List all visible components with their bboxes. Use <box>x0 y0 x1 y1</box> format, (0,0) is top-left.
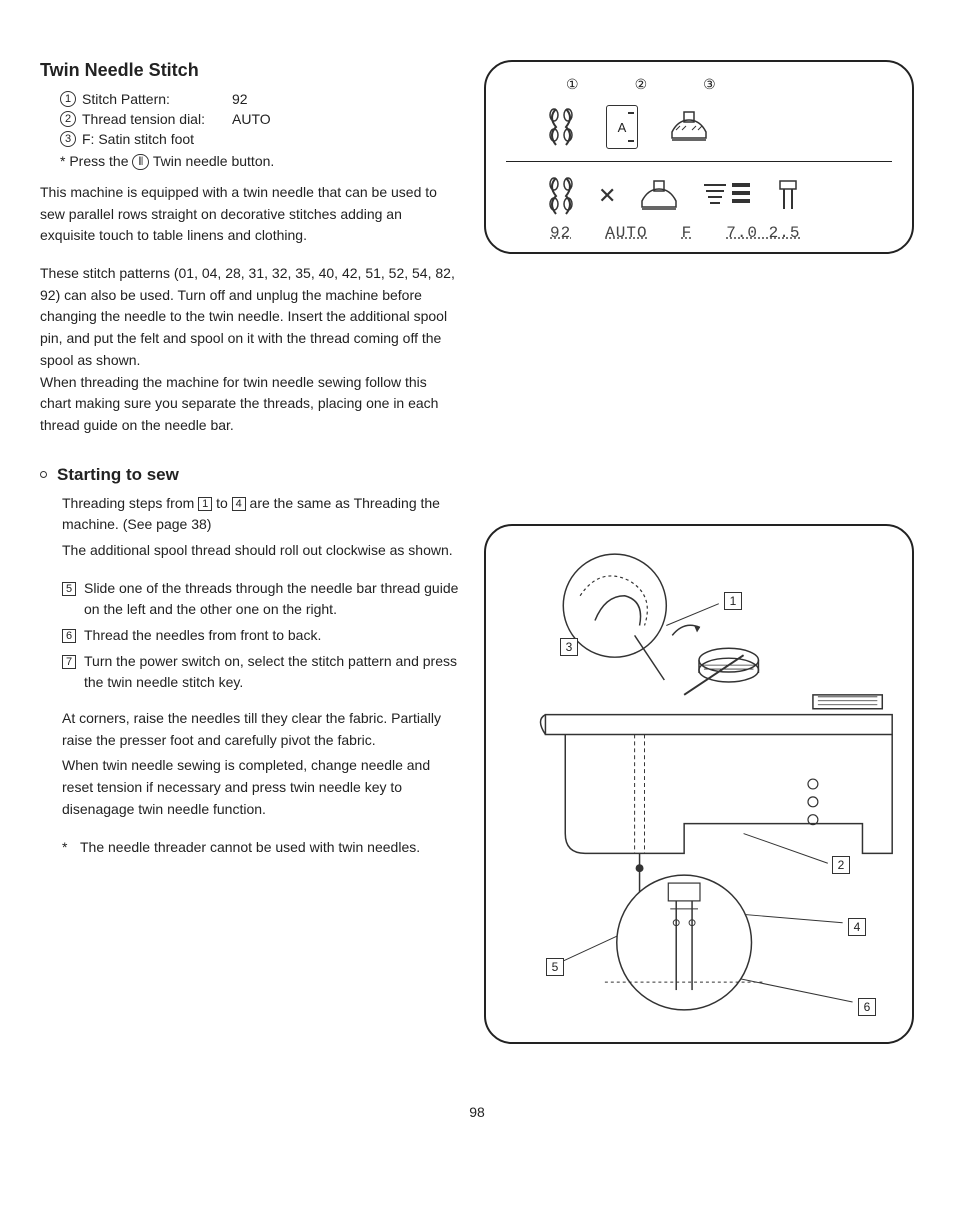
step-row: 6 Thread the needles from front to back. <box>62 625 460 647</box>
lcd-panel: ① ② ③ <box>484 60 914 254</box>
width-length-bars-icon <box>702 179 756 213</box>
paragraph-3: When threading the machine for twin need… <box>40 372 460 437</box>
box-4: 4 <box>232 497 246 511</box>
press-note: * Press the ⦀ Twin needle button. <box>40 153 460 170</box>
tension-dial-icon: A <box>606 105 638 149</box>
panel-header-3: ③ <box>703 76 716 93</box>
press-note-pre: * Press the <box>60 153 128 169</box>
text: Threading steps from <box>62 495 194 511</box>
step-text: Slide one of the threads through the nee… <box>84 578 460 621</box>
asterisk-icon: * <box>62 837 80 859</box>
callout-4: 4 <box>848 918 866 936</box>
auto-dial-label: A <box>618 120 627 135</box>
paragraph-2: These stitch patterns (01, 04, 28, 31, 3… <box>40 263 460 371</box>
callout-1: 1 <box>724 592 742 610</box>
subhead-starting: Starting to sew <box>57 465 179 485</box>
panel-val-foot: F <box>682 224 693 242</box>
box-1: 1 <box>198 497 212 511</box>
stitch-pattern-icon <box>546 107 576 147</box>
threading-intro: Threading steps from 1 to 4 are the same… <box>62 493 460 536</box>
circled-2: 2 <box>60 111 76 127</box>
setting-label: Stitch Pattern: <box>82 91 232 107</box>
bullet-open-circle-icon <box>40 471 47 478</box>
step-box-5: 5 <box>62 582 76 596</box>
presser-foot-icon <box>638 179 680 213</box>
panel-val-widthlen: 7.0 2.5 <box>726 224 800 242</box>
footnote: * The needle threader cannot be used wit… <box>62 837 460 859</box>
panel-header-1: ① <box>566 76 579 93</box>
twin-needle-button-icon: ⦀ <box>132 154 149 170</box>
circled-1: 1 <box>60 91 76 107</box>
callout-3: 3 <box>560 638 578 656</box>
paragraph-1: This machine is equipped with a twin nee… <box>40 182 460 247</box>
step-row: 7 Turn the power switch on, select the s… <box>62 651 460 694</box>
panel-val-stitch: 92 <box>550 224 571 242</box>
step-text: Turn the power switch on, select the sti… <box>84 651 460 694</box>
setting-row: 1 Stitch Pattern: 92 <box>60 91 460 107</box>
circled-3: 3 <box>60 131 76 147</box>
step-text: Thread the needles from front to back. <box>84 625 460 647</box>
step-box-6: 6 <box>62 629 76 643</box>
setting-row: 2 Thread tension dial: AUTO <box>60 111 460 127</box>
settings-list: 1 Stitch Pattern: 92 2 Thread tension di… <box>40 91 460 147</box>
panel-val-tension: AUTO <box>605 224 647 242</box>
press-note-post: Twin needle button. <box>153 153 274 169</box>
setting-row: 3 F: Satin stitch foot <box>60 131 460 147</box>
callout-6: 6 <box>858 998 876 1016</box>
step-row: 5 Slide one of the threads through the n… <box>62 578 460 621</box>
page-number: 98 <box>40 1104 914 1120</box>
setting-value: 92 <box>232 91 248 107</box>
setting-value: AUTO <box>232 111 271 127</box>
footnote-text: The needle threader cannot be used with … <box>80 837 420 859</box>
step-box-7: 7 <box>62 655 76 669</box>
text: to <box>216 495 228 511</box>
stitch-pattern-icon <box>546 176 576 216</box>
paragraph-4: At corners, raise the needles till they … <box>62 708 460 751</box>
paragraph-5: When twin needle sewing is completed, ch… <box>62 755 460 820</box>
panel-header-2: ② <box>635 76 648 93</box>
callout-5: 5 <box>546 958 564 976</box>
machine-diagram: 1 3 2 4 5 6 <box>484 524 914 1044</box>
setting-label: F: Satin stitch foot <box>82 131 194 147</box>
threading-intro-2: The additional spool thread should roll … <box>62 540 460 562</box>
presser-foot-icon <box>668 110 710 144</box>
twin-needle-icon <box>778 179 798 213</box>
setting-label: Thread tension dial: <box>82 111 232 127</box>
page-title: Twin Needle Stitch <box>40 60 460 81</box>
x-icon: ✕ <box>598 183 616 209</box>
callout-2: 2 <box>832 856 850 874</box>
